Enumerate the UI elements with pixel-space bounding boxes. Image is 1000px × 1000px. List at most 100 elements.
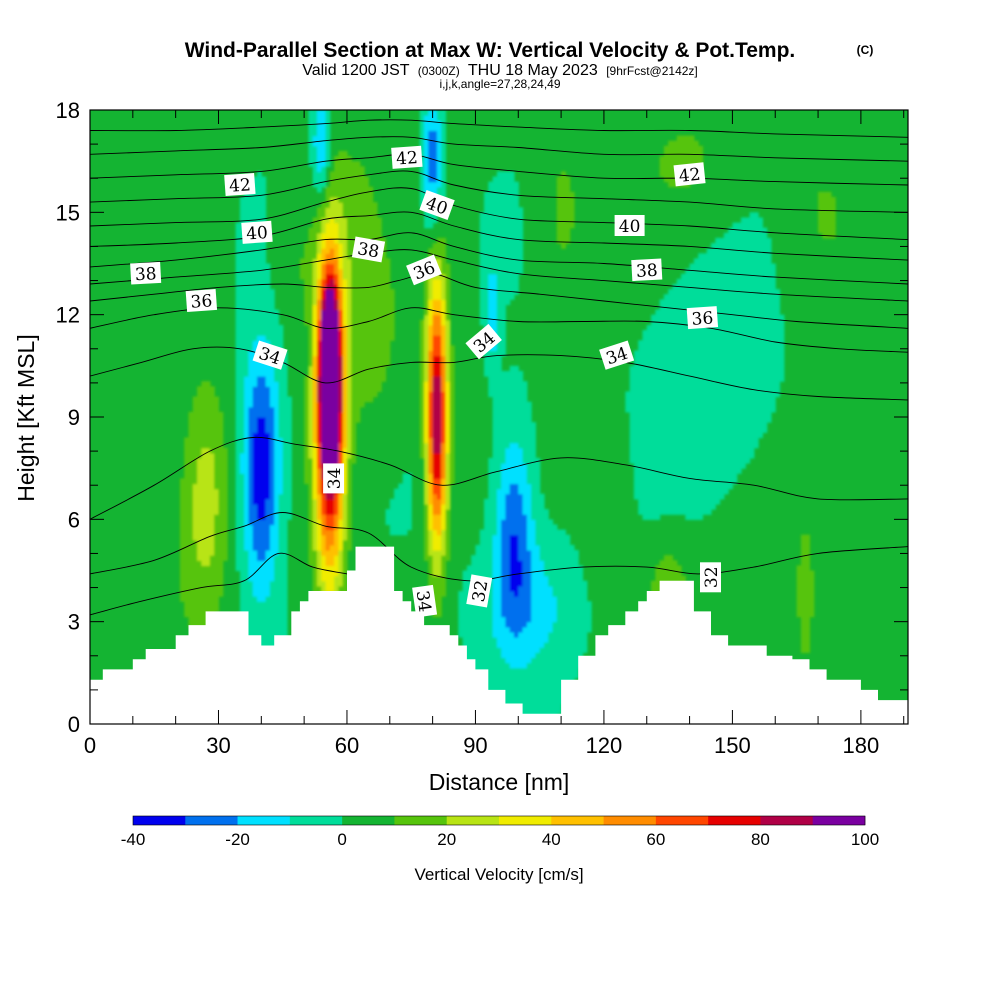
velocity-cell <box>522 606 528 613</box>
velocity-cell <box>385 345 391 352</box>
velocity-cell <box>346 503 352 510</box>
velocity-cell <box>513 207 519 213</box>
velocity-cell <box>192 488 198 495</box>
velocity-cell <box>428 411 434 418</box>
velocity-cell <box>518 212 524 219</box>
velocity-cell <box>252 365 258 372</box>
velocity-cell <box>359 166 365 172</box>
velocity-cell <box>338 314 344 321</box>
velocity-cell <box>338 278 344 285</box>
velocity-cell <box>518 207 524 213</box>
velocity-cell <box>244 370 250 377</box>
velocity-cell <box>513 243 519 249</box>
velocity-cell <box>522 503 528 510</box>
velocity-cell <box>329 493 335 500</box>
velocity-cell <box>188 616 194 623</box>
velocity-cell <box>372 207 378 213</box>
velocity-cell <box>287 411 292 418</box>
velocity-cell <box>308 294 314 300</box>
velocity-cell <box>244 411 250 418</box>
velocity-cell <box>192 473 198 479</box>
velocity-cell <box>304 437 310 444</box>
velocity-cell <box>316 212 322 219</box>
velocity-cell <box>209 396 215 403</box>
velocity-cell <box>381 370 387 377</box>
velocity-cell <box>548 667 554 674</box>
velocity-cell <box>364 330 369 336</box>
velocity-cell <box>252 335 258 341</box>
velocity-cell <box>428 555 434 561</box>
velocity-cell <box>509 596 515 602</box>
velocity-cell <box>222 550 228 556</box>
velocity-cell <box>235 498 241 505</box>
velocity-cell <box>334 376 339 382</box>
velocity-cell <box>364 258 369 265</box>
velocity-cell <box>346 447 352 454</box>
velocity-cell <box>261 473 267 479</box>
velocity-cell <box>338 570 344 577</box>
velocity-cell <box>505 278 511 285</box>
velocity-cell <box>244 544 250 551</box>
velocity-cell <box>351 345 357 352</box>
velocity-cell <box>424 314 429 321</box>
velocity-cell <box>184 488 190 495</box>
velocity-cell <box>505 294 511 300</box>
velocity-cell <box>334 360 339 367</box>
velocity-cell <box>488 212 494 219</box>
velocity-cell <box>531 606 536 613</box>
velocity-cell <box>274 314 280 321</box>
velocity-cell <box>548 652 554 659</box>
velocity-cell <box>312 335 318 341</box>
velocity-cell <box>518 488 524 495</box>
velocity-cell <box>505 222 511 229</box>
velocity-cell <box>518 478 524 485</box>
velocity-cell <box>471 642 477 648</box>
velocity-cell <box>445 514 451 520</box>
velocity-cell <box>372 304 378 311</box>
velocity-cell <box>248 457 254 464</box>
velocity-cell <box>244 319 250 326</box>
velocity-cell <box>325 529 331 536</box>
velocity-cell <box>501 570 507 577</box>
velocity-cell <box>278 503 284 510</box>
velocity-cell <box>441 156 447 162</box>
velocity-cell <box>351 447 357 454</box>
velocity-cell <box>351 161 357 167</box>
velocity-cell <box>261 248 267 254</box>
velocity-cell <box>278 544 284 551</box>
velocity-cell <box>252 396 258 403</box>
velocity-cell <box>359 191 365 198</box>
velocity-cell <box>471 621 477 628</box>
velocity-cell <box>492 294 498 300</box>
velocity-cell <box>244 253 250 259</box>
velocity-cell <box>492 677 498 684</box>
velocity-cell <box>329 181 335 188</box>
velocity-cell <box>432 437 438 444</box>
velocity-cell <box>548 688 554 694</box>
velocity-cell <box>278 493 284 500</box>
velocity-cell <box>484 314 489 321</box>
velocity-cell <box>368 350 374 357</box>
velocity-cell <box>248 330 254 336</box>
velocity-cell <box>239 417 245 423</box>
velocity-cell <box>492 417 498 423</box>
velocity-cell <box>325 186 331 193</box>
velocity-cell <box>188 555 194 561</box>
velocity-cell <box>505 616 511 623</box>
velocity-cell <box>535 565 541 572</box>
velocity-cell <box>325 258 331 265</box>
velocity-cell <box>312 278 318 285</box>
velocity-cell <box>325 381 331 387</box>
velocity-cell <box>304 478 310 485</box>
velocity-cell <box>179 483 185 490</box>
velocity-cell <box>252 324 258 331</box>
velocity-cell <box>475 606 481 613</box>
velocity-cell <box>518 386 524 393</box>
velocity-cell <box>278 514 284 520</box>
velocity-cell <box>432 590 438 597</box>
velocity-cell <box>518 217 524 224</box>
velocity-cell <box>184 580 190 587</box>
velocity-cell <box>338 181 344 188</box>
velocity-cell <box>522 652 528 659</box>
velocity-cell <box>248 478 254 485</box>
